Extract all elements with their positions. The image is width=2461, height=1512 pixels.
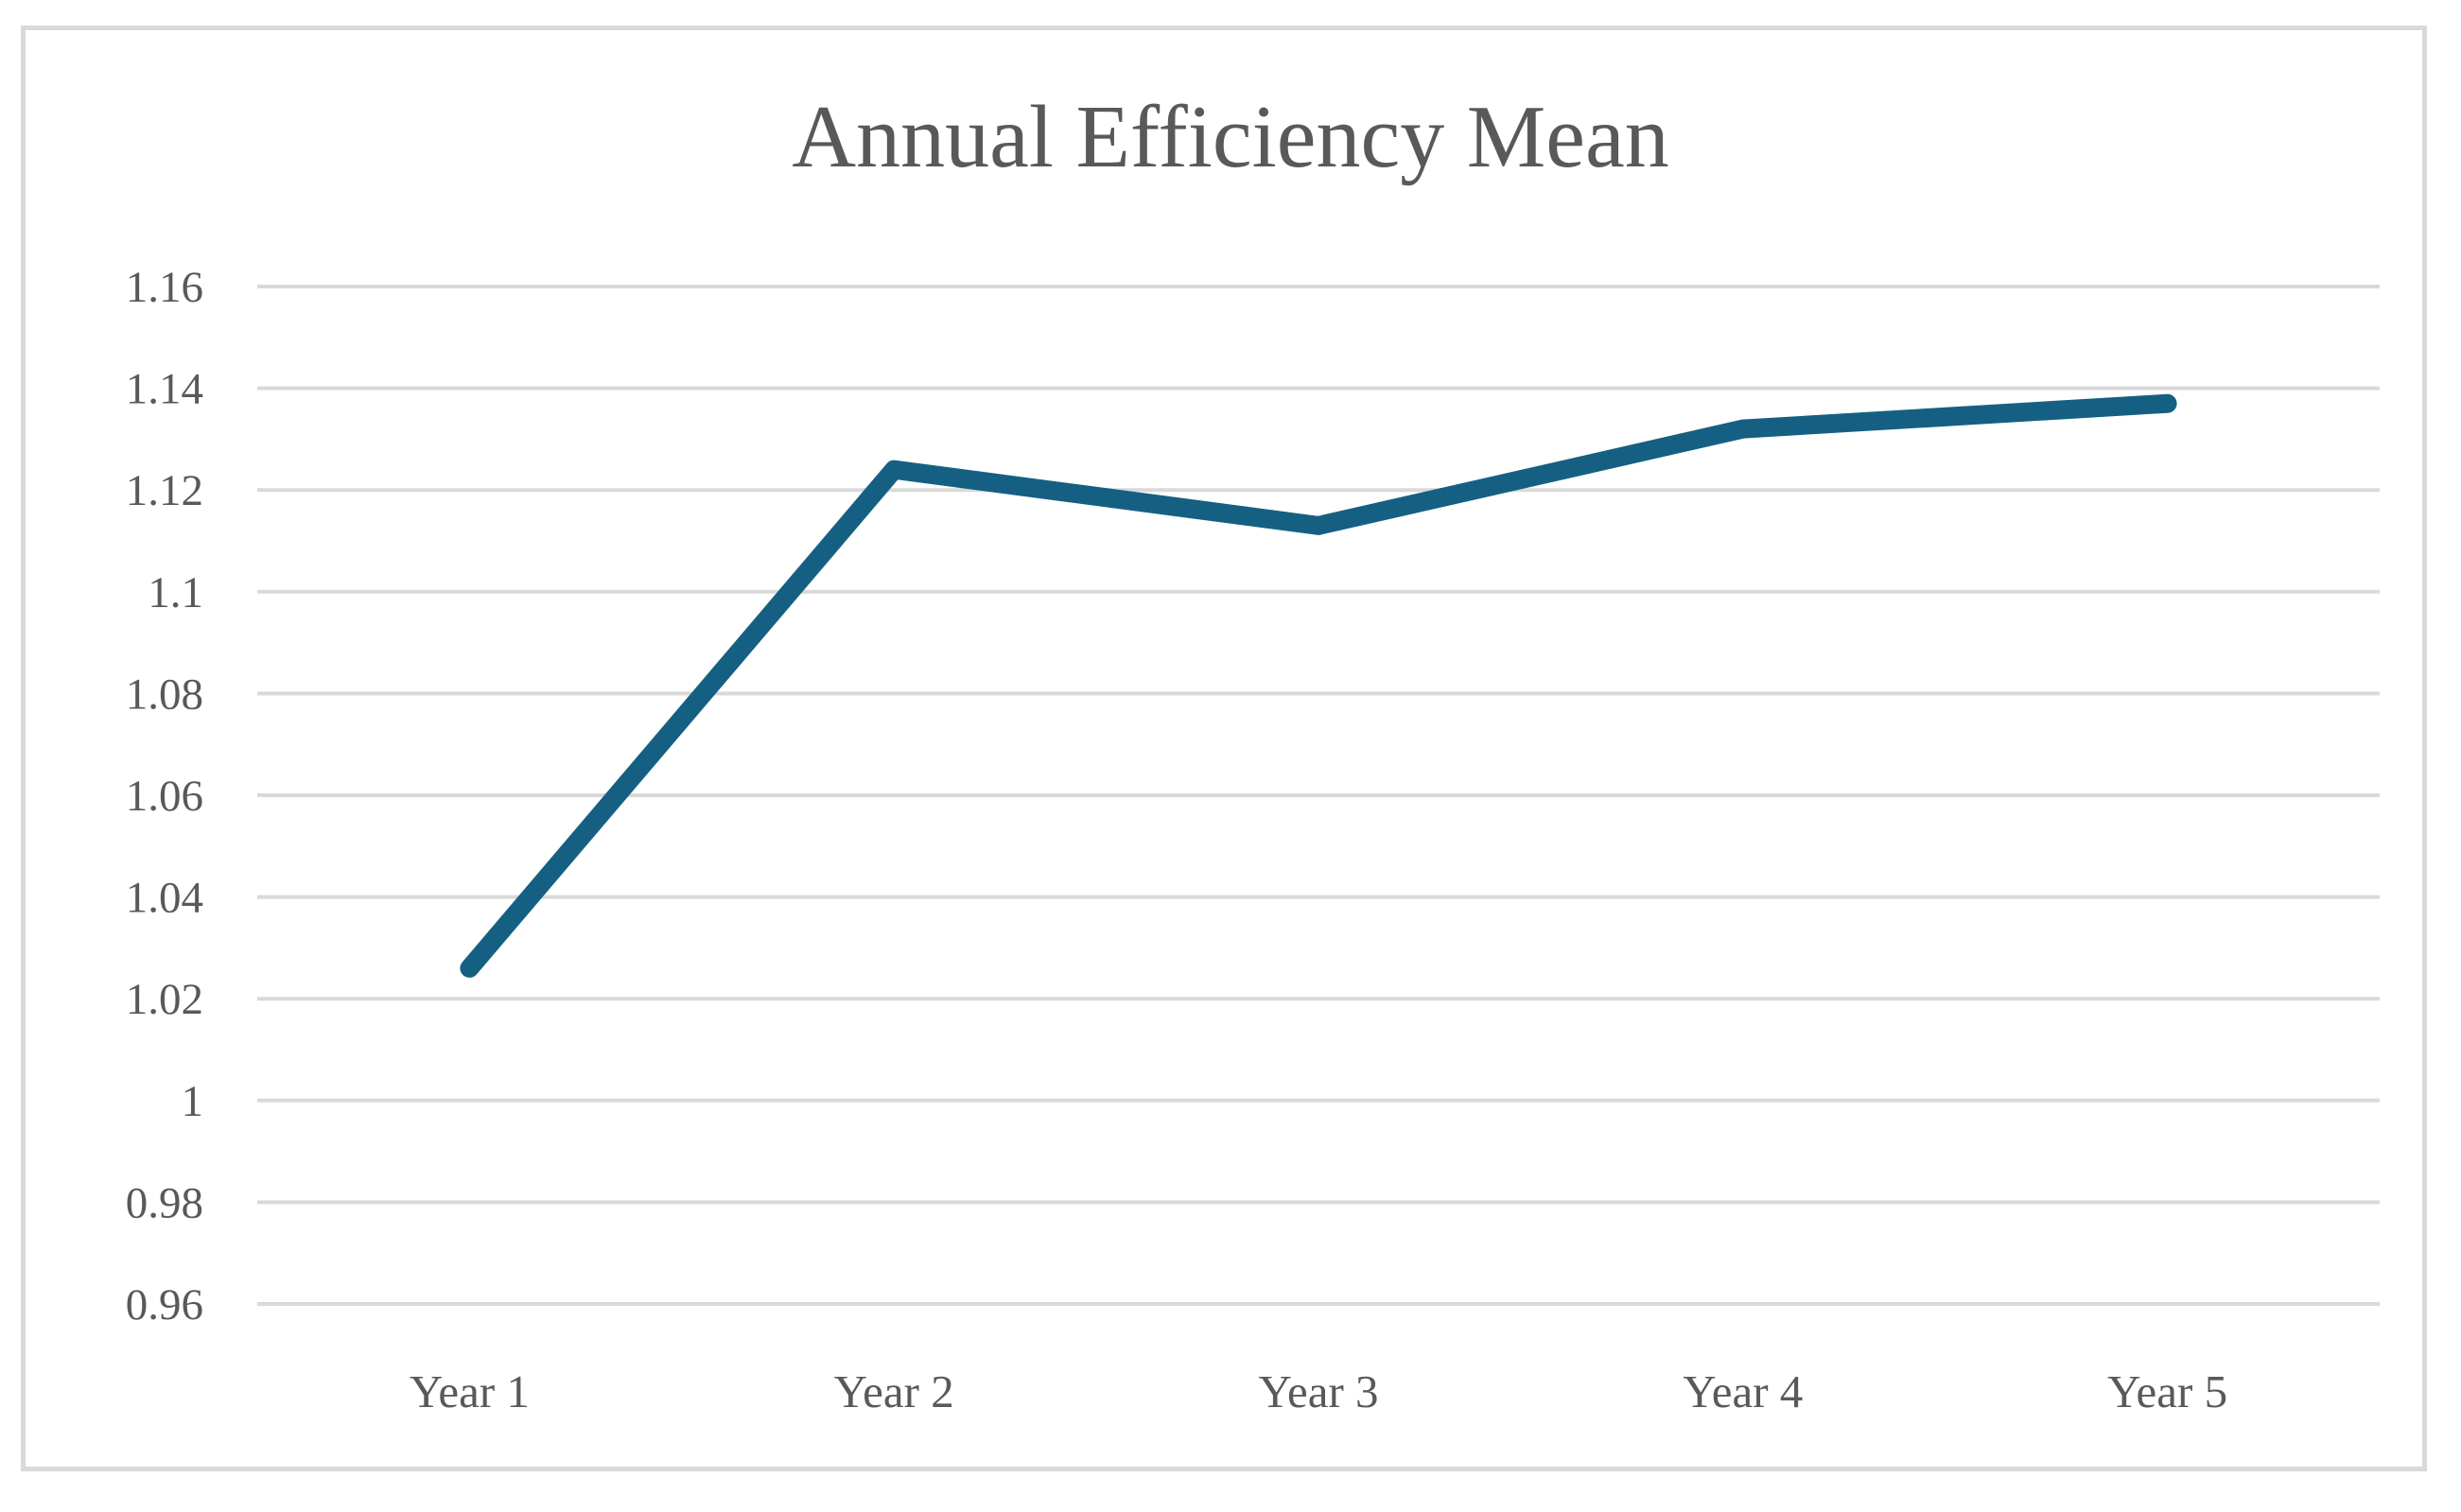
x-category-label: Year 2 — [834, 1365, 954, 1417]
y-tick-label: 0.96 — [126, 1280, 203, 1330]
x-category-label: Year 1 — [410, 1365, 530, 1417]
x-category-label: Year 3 — [1258, 1365, 1378, 1417]
y-tick-label: 1.02 — [126, 975, 203, 1024]
y-tick-label: 1.16 — [126, 263, 203, 312]
y-tick-label: 1.06 — [126, 772, 203, 821]
y-tick-label: 1.14 — [126, 365, 203, 414]
y-tick-label: 0.98 — [126, 1178, 203, 1227]
y-axis-tick-labels: 1.16 1.14 1.12 1.1 1.08 1.06 1.04 1.02 1 0.98 0.96 — [126, 263, 203, 1330]
y-tick-label: 1 — [182, 1077, 204, 1126]
x-category-label: Year 4 — [1683, 1365, 1803, 1417]
y-tick-label: 1.04 — [126, 874, 203, 923]
y-tick-label: 1.1 — [148, 568, 203, 617]
x-category-label: Year 5 — [2107, 1365, 2227, 1417]
series-line — [460, 393, 2177, 978]
y-tick-label: 1.12 — [126, 466, 203, 515]
chart-border — [21, 26, 2427, 1471]
y-tick-label: 1.08 — [126, 669, 203, 719]
gridlines — [257, 285, 2380, 1306]
data-series — [460, 393, 2177, 978]
x-axis-category-labels: Year 1 Year 2 Year 3 Year 4 Year 5 — [410, 1365, 2227, 1417]
chart-title: Annual Efficiency Mean — [792, 88, 1669, 186]
